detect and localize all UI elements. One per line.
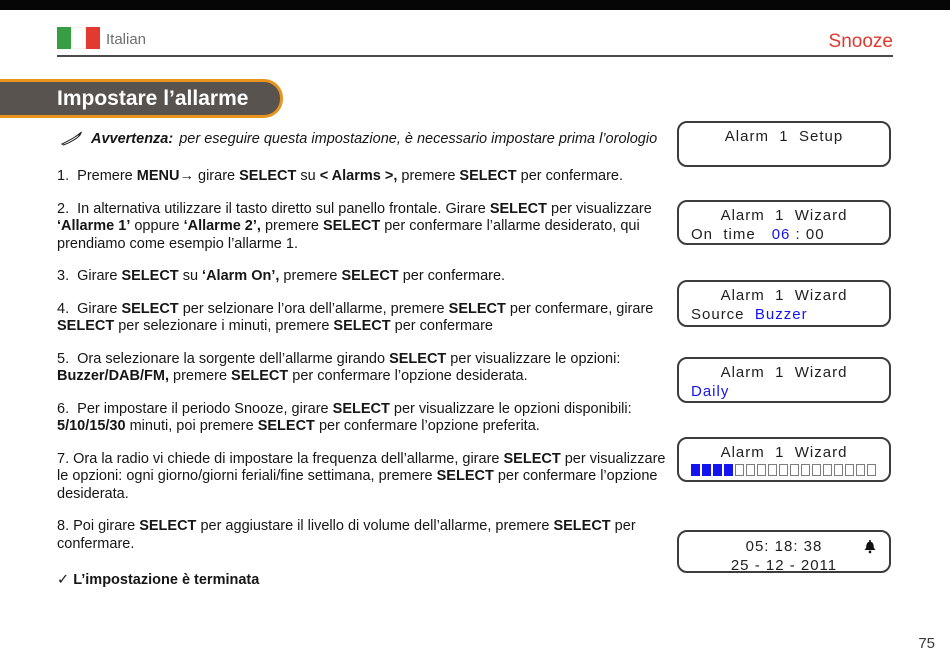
lcd-screen-volume: Alarm 1 Wizard (677, 437, 891, 482)
notice-text: per eseguire questa impostazione, è nece… (179, 131, 658, 147)
notice-row: Avvertenza: per eseguire questa impostaz… (57, 131, 671, 150)
lcd-field-label: Source (691, 306, 755, 323)
header-divider (57, 55, 893, 57)
volume-cell-empty (735, 464, 744, 476)
volume-cell-empty (801, 464, 810, 476)
step-paragraph: 1. Premere MENU→ girare SELECT su < Alar… (57, 168, 624, 184)
lcd-field-suffix: : 00 (790, 226, 825, 243)
lcd-screen-source: Alarm 1 Wizard Source Buzzer (677, 280, 891, 327)
lcd-line: Alarm 1 Wizard (720, 364, 848, 381)
lcd-clock-time: 05: 18: 38 (745, 538, 823, 555)
top-black-bar (0, 0, 950, 10)
volume-cell-filled (724, 464, 733, 476)
step-paragraph: 8. Poi girare SELECT per aggiustare il l… (57, 518, 640, 552)
step-paragraph: 4. Girare SELECT per selzionare l’ora de… (57, 300, 658, 335)
lcd-line: Source Buzzer (679, 306, 889, 323)
lcd-screen-clock: 05: 18: 38 25 - 12 - 2011 (677, 530, 891, 574)
lcd-field-value: Daily (691, 383, 730, 400)
lcd-clock-date: 25 - 12 - 2011 (730, 557, 838, 574)
volume-cell-empty (845, 464, 854, 476)
header-topic-label: Snooze (828, 31, 893, 52)
volume-cell-empty (779, 464, 788, 476)
volume-cell-empty (856, 464, 865, 476)
check-icon: ✓ (57, 572, 74, 588)
completion-row: ✓ L’impostazione è terminata (57, 572, 671, 588)
volume-cell-empty (790, 464, 799, 476)
step-paragraph: 7. Ora la radio vi chiede di impostare l… (57, 450, 670, 502)
volume-cell-empty (823, 464, 832, 476)
volume-cell-empty (768, 464, 777, 476)
lcd-line: Alarm 1 Setup (724, 128, 844, 145)
volume-cell-filled (702, 464, 711, 476)
lcd-field-label: On time (691, 226, 756, 243)
volume-cell-empty (757, 464, 766, 476)
bell-icon (864, 540, 876, 558)
page-title: Impostare l’allarme (57, 87, 249, 110)
lcd-line: Alarm 1 Wizard (720, 207, 848, 224)
lcd-screen-on-time: Alarm 1 Wizard On time 06 : 00 (677, 200, 891, 245)
flag-green-stripe (57, 27, 72, 49)
italian-flag-icon (57, 27, 100, 49)
lcd-field-value: 06 (771, 226, 791, 243)
notice-label: Avvertenza: (91, 131, 174, 147)
volume-cell-empty (867, 464, 876, 476)
instructions-column: Avvertenza: per eseguire questa impostaz… (57, 131, 671, 588)
step-paragraph: 3. Girare SELECT su ‘Alarm On’, premere … (57, 268, 506, 284)
volume-cell-empty (834, 464, 843, 476)
lcd-field-value: Buzzer (754, 306, 808, 323)
step-paragraph: 2. In alternativa utilizzare il tasto di… (57, 200, 656, 252)
pen-icon (61, 131, 83, 150)
volume-cell-filled (713, 464, 722, 476)
volume-cell-empty (746, 464, 755, 476)
lcd-line: Alarm 1 Wizard (720, 444, 848, 461)
flag-red-stripe (85, 27, 100, 49)
lcd-screen-alarm-setup: Alarm 1 Setup (677, 121, 891, 167)
volume-cell-filled (691, 464, 700, 476)
volume-bar (679, 464, 889, 476)
step-paragraph: 6. Per impostare il periodo Snooze, gira… (57, 400, 636, 435)
volume-cell-empty (812, 464, 821, 476)
lcd-screen-frequency: Alarm 1 Wizard Daily (677, 357, 891, 403)
lcd-line: Daily (679, 383, 889, 400)
page-number: 75 (918, 635, 935, 652)
step-paragraph: 5. Ora selezionare la sorgente dell’alla… (57, 350, 625, 385)
steps-list: 1. Premere MENU→ girare SELECT su < Alar… (57, 168, 671, 553)
completion-text: L’impostazione è terminata (73, 572, 260, 588)
flag-white-stripe (71, 27, 85, 49)
lcd-line: On time 06 : 00 (679, 226, 889, 243)
title-badge: Impostare l’allarme (0, 79, 283, 118)
language-label: Italian (106, 31, 147, 48)
lcd-line: Alarm 1 Wizard (720, 287, 848, 304)
